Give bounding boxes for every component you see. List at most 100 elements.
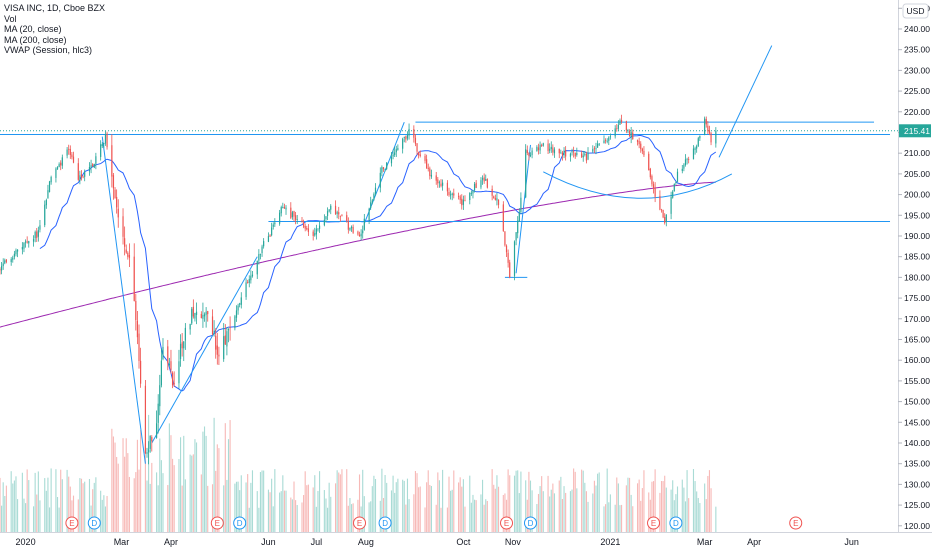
candle-body <box>272 224 274 227</box>
volume-bar <box>541 476 543 532</box>
candle <box>2 258 4 270</box>
candle-body <box>13 253 15 257</box>
volume-bar <box>419 486 421 532</box>
candle-body <box>218 354 220 357</box>
candle-body <box>571 151 573 153</box>
candle <box>625 120 627 134</box>
earnings-marker <box>210 516 224 530</box>
volume-bar <box>502 494 504 532</box>
candle <box>26 236 28 244</box>
volume-bar <box>350 504 353 532</box>
candle-body <box>247 281 249 283</box>
volume-bar <box>285 490 287 532</box>
candle <box>117 199 119 228</box>
candle-body <box>334 205 337 215</box>
volume-bar <box>218 448 220 532</box>
candle-body <box>617 124 619 129</box>
volume-bar <box>10 471 12 532</box>
candle <box>603 135 605 144</box>
candle-body <box>620 120 623 122</box>
ma20-line <box>39 135 717 392</box>
candle-body <box>302 222 305 227</box>
candle-body <box>269 235 271 237</box>
dividend-marker-label: D <box>673 519 679 528</box>
time-tick-label: Aug <box>358 537 374 547</box>
candle-body <box>116 196 118 208</box>
volume-bar <box>427 470 429 532</box>
volume-bar <box>283 490 285 532</box>
candle <box>338 206 340 220</box>
candle <box>39 219 41 233</box>
candle-body <box>692 148 695 160</box>
candle-body <box>483 177 485 182</box>
candle <box>159 374 161 416</box>
volume-bar <box>414 470 417 532</box>
volume-bar <box>314 475 316 532</box>
volume-bar <box>518 493 520 532</box>
candle-body <box>469 193 471 201</box>
price-tick-label: 220.00 <box>904 107 930 117</box>
candle-body <box>211 316 214 335</box>
legend-symbol[interactable]: VISA INC, 1D, Cboe BZX <box>4 3 106 13</box>
candle-body <box>630 132 632 138</box>
volume-bar <box>213 417 215 532</box>
candle <box>520 192 522 215</box>
legend-vol[interactable]: Vol <box>4 13 17 24</box>
candle <box>526 145 528 156</box>
volume-bar <box>261 470 263 532</box>
candle <box>104 130 107 146</box>
candle-body <box>15 250 17 255</box>
volume-bar <box>485 499 487 532</box>
volume-bar <box>50 468 52 532</box>
candle-body <box>127 252 129 257</box>
candle-body <box>597 143 599 148</box>
candle-body <box>604 140 607 141</box>
candle-body <box>529 155 532 156</box>
candle <box>239 302 241 308</box>
volume-bar <box>338 472 340 532</box>
legend-ma20[interactable]: MA (20, close) <box>4 24 62 34</box>
candle <box>155 410 158 439</box>
candle-body <box>453 193 455 196</box>
candle <box>347 217 349 234</box>
candle-body <box>493 196 495 199</box>
candle-body <box>330 205 332 210</box>
candle-series <box>0 114 717 465</box>
volume-bar <box>459 477 461 532</box>
legend-ma200[interactable]: MA (200, close) <box>4 34 67 45</box>
volume-bar <box>183 435 185 532</box>
candle-body <box>552 147 554 153</box>
candle <box>256 260 258 279</box>
volume-bar <box>676 486 679 532</box>
candle <box>296 214 298 224</box>
candle <box>80 170 83 181</box>
volume-bar <box>357 499 359 532</box>
candle-body <box>707 125 709 132</box>
candle <box>528 152 530 161</box>
candle-body <box>472 190 474 194</box>
legend-vwap[interactable]: VWAP (Session, hlc3) <box>4 45 93 55</box>
volume-bar <box>576 488 578 532</box>
candle <box>392 149 394 160</box>
volume-bar <box>374 479 377 532</box>
candle <box>250 270 252 284</box>
dividend-marker <box>378 516 392 530</box>
volume-bar <box>279 492 281 532</box>
earnings-marker-label: E <box>651 519 656 528</box>
price-tick-label: 225.00 <box>904 86 930 96</box>
dividend-marker-label: D <box>382 519 388 528</box>
volume-bar <box>362 469 364 532</box>
candle <box>56 166 59 170</box>
candle <box>282 202 284 209</box>
candle-body <box>135 300 137 321</box>
volume-bar <box>92 489 94 532</box>
volume-bar <box>88 479 91 532</box>
candle-body <box>227 328 230 331</box>
candle-body <box>494 198 496 200</box>
volume-bar <box>560 476 562 532</box>
candle-body <box>541 145 543 146</box>
candle <box>563 147 565 159</box>
candle-body <box>643 150 645 156</box>
volume-bar <box>58 507 60 532</box>
